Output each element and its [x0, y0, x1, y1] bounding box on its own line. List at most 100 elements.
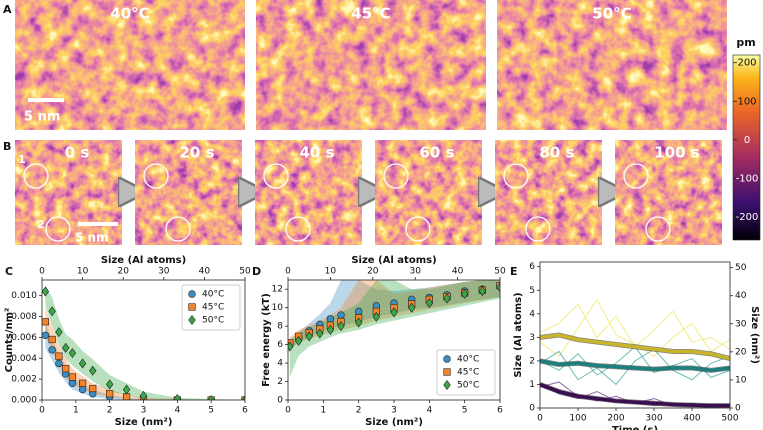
data-point — [42, 286, 50, 297]
axes-frame — [539, 261, 731, 409]
afm-image — [375, 140, 482, 245]
data-point — [139, 390, 148, 400]
legend-label: 45°C — [457, 368, 479, 378]
data-point — [78, 385, 87, 394]
data-point — [337, 321, 345, 332]
data-point — [122, 384, 131, 395]
x-tick-label: 4 — [174, 406, 180, 416]
x-tick-label: 1 — [73, 406, 79, 416]
y-tick-label: 2 — [529, 356, 535, 366]
legend-marker — [443, 368, 451, 376]
y-tick-label: 0.004 — [11, 354, 37, 364]
chart: C 0 1 2 3 4 5 6 0.000 0.002 0.004 0.006 0.008 0.010 0 1… — [4, 255, 251, 428]
y-tick-label: 0.002 — [11, 375, 37, 385]
data-point — [89, 384, 97, 393]
legend-label: 50°C — [202, 316, 224, 326]
data-point — [354, 307, 363, 316]
data-point — [68, 348, 77, 359]
y-tick-label: 8 — [277, 322, 283, 332]
highlight-circle — [623, 163, 649, 189]
line — [540, 359, 730, 373]
afm-image — [495, 140, 602, 245]
data-point — [78, 358, 87, 369]
panel-letter: D — [252, 265, 261, 278]
legend-marker — [188, 290, 196, 298]
data-point — [460, 288, 469, 299]
y2-tick-label: 40 — [735, 291, 747, 301]
x-tick-label: 1 — [320, 406, 326, 416]
x-tick-label: 6 — [497, 406, 503, 416]
legend-box — [181, 284, 241, 331]
x-tick-label: 5 — [462, 406, 468, 416]
y-tick-label: 0.010 — [11, 291, 37, 301]
afm-image — [497, 0, 727, 130]
data-point — [443, 293, 451, 304]
x-axis-label: Size (nm²) — [115, 417, 173, 428]
afm-image — [615, 140, 722, 245]
legend-marker — [188, 314, 196, 326]
data-point — [68, 379, 77, 388]
scale-label: 5 nm — [24, 110, 60, 125]
highlight-circle — [383, 163, 409, 189]
axes-frame — [41, 279, 246, 401]
image-label: 60 s — [419, 144, 454, 162]
x2-tick-label: 30 — [158, 267, 170, 277]
data-point — [68, 373, 77, 381]
afm-image — [135, 140, 242, 245]
data-point — [354, 317, 363, 328]
image-label: 80 s — [539, 144, 574, 162]
highlight-circle — [525, 216, 551, 242]
x-tick-label: 500 — [721, 414, 738, 424]
x2-tick-label: 20 — [367, 267, 379, 277]
x-tick-label: 5 — [208, 406, 214, 416]
data-point — [62, 365, 70, 373]
x-tick-label: 0 — [39, 406, 45, 416]
data-point — [326, 324, 335, 335]
x-tick-label: 200 — [607, 414, 624, 424]
afm-image — [256, 0, 486, 130]
y-tick-label: 5 — [529, 286, 535, 296]
plot-area — [42, 285, 245, 400]
afm-image — [255, 140, 362, 245]
image-label: 100 s — [654, 144, 700, 162]
data-point — [42, 318, 49, 326]
legend-label: 40°C — [202, 290, 224, 300]
y-tick-label: 0 — [529, 404, 535, 414]
legend-label: 45°C — [202, 303, 224, 313]
data-point — [326, 315, 335, 323]
confidence-band — [289, 280, 500, 377]
data-point — [425, 298, 434, 309]
y-tick-label: 0.006 — [11, 333, 37, 343]
y-tick-label: 2 — [277, 377, 283, 387]
x-tick-label: 4 — [426, 406, 432, 416]
legend-label: 40°C — [457, 355, 479, 365]
data-point — [337, 311, 345, 319]
x-tick-label: 400 — [683, 414, 700, 424]
x-tick-label: 3 — [141, 406, 147, 416]
image-label: 40°C — [110, 5, 149, 23]
data-point — [372, 311, 381, 322]
y-axis-label: Counts/nm² — [4, 308, 15, 373]
plot-area — [540, 298, 730, 408]
highlight-circle — [165, 216, 191, 242]
highlight-circle — [285, 216, 311, 242]
panel-letter: B — [3, 140, 11, 153]
line — [540, 333, 730, 361]
y-tick-label: 10 — [272, 303, 284, 313]
scale-bar — [78, 222, 118, 226]
highlight-circle — [23, 163, 49, 189]
image-label: 50°C — [592, 5, 631, 23]
afm-image — [15, 0, 245, 130]
x2-axis-label: Size (Al atoms) — [101, 255, 186, 266]
data-point — [62, 342, 70, 353]
legend-marker — [443, 355, 451, 363]
highlight-circle — [143, 163, 169, 189]
y2-axis-label: Size (nm²) — [749, 306, 760, 364]
legend-marker — [443, 379, 451, 391]
x2-tick-label: 50 — [494, 267, 506, 277]
scale-bar — [28, 98, 64, 102]
y-tick-label: 0.008 — [11, 312, 37, 322]
legend-box — [436, 349, 496, 396]
x-tick-label: 0 — [537, 414, 543, 424]
